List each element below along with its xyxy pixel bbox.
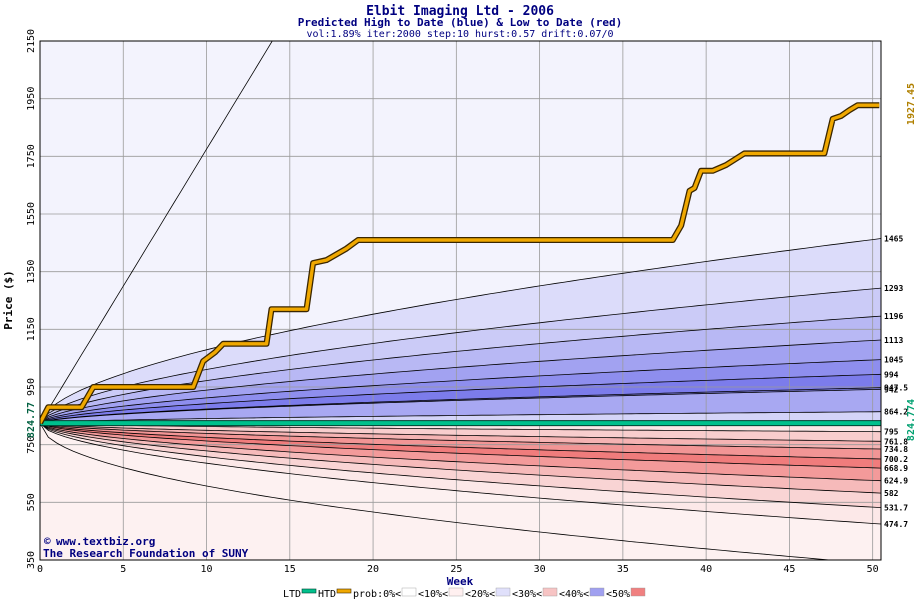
upper-end-label-7: 942 xyxy=(884,385,899,394)
legend-ltd-swatch xyxy=(301,588,317,594)
lower-end-label-8: 474.7 xyxy=(884,520,908,529)
band-boundary-lines xyxy=(40,41,881,560)
x-tick-label-2: 10 xyxy=(201,564,213,575)
lower-curve-6 xyxy=(40,422,881,494)
legend-htd-swatch xyxy=(336,588,352,594)
probability-bands xyxy=(40,41,881,560)
lower-curve-8 xyxy=(40,422,881,525)
x-tick-label-1: 5 xyxy=(120,564,126,575)
upper-curve-0 xyxy=(40,238,881,424)
lower-curve-7 xyxy=(40,422,881,508)
lower-curve-1 xyxy=(40,422,881,442)
upper-end-label-5: 994 xyxy=(884,370,899,379)
upper-curve-7 xyxy=(40,388,881,424)
upper-end-label-1: 1293 xyxy=(884,284,903,293)
lower-end-label-0: 795 xyxy=(884,428,899,437)
legend-item-swatch-4 xyxy=(589,587,605,597)
envelope-upper-line xyxy=(40,41,273,424)
lower-end-label-1: 761.8 xyxy=(884,437,908,446)
legend-item-swatch-0 xyxy=(401,587,417,597)
upper-end-label-8: 864.2 xyxy=(884,408,908,417)
lower-curve-2 xyxy=(40,422,881,450)
watermark-url: www.textbiz.org xyxy=(56,535,155,548)
y-tick-label-0: 350 xyxy=(26,551,37,569)
legend-item-label-0: prob:0%< xyxy=(353,589,401,600)
upper-end-label-2: 1196 xyxy=(884,312,903,321)
upper-curve-8 xyxy=(40,411,881,424)
y-tick-label-3: 950 xyxy=(26,378,37,396)
htd-line xyxy=(40,103,880,424)
lower-end-label-4: 668.9 xyxy=(884,464,908,473)
upper-end-label-3: 1113 xyxy=(884,336,903,345)
start-price-label: 824.77 xyxy=(26,402,37,438)
lower-curve-3 xyxy=(40,422,881,460)
x-tick-label-0: 0 xyxy=(37,564,43,575)
axes: 0 5 10 15 20 25 30 35 40 45 50 350 550 750 950 1150 1350… xyxy=(26,29,879,575)
y-tick-label-8: 1950 xyxy=(26,87,37,111)
lower-end-label-3: 700.2 xyxy=(884,455,908,464)
y-tick-label-7: 1750 xyxy=(26,144,37,168)
upper-curve-3 xyxy=(40,339,881,424)
y-tick-label-2: 750 xyxy=(26,436,37,454)
watermark: © www.textbiz.org The Research Foundatio… xyxy=(43,535,249,560)
x-tick-label-6: 30 xyxy=(534,564,546,575)
y-tick-label-6: 1550 xyxy=(26,202,37,226)
y-tick-label-9: 2150 xyxy=(26,29,37,53)
upper-curve-6 xyxy=(40,387,881,424)
legend-htd-label: HTD xyxy=(318,589,336,600)
envelope-lower-line xyxy=(40,422,835,560)
x-tick-label-4: 20 xyxy=(367,564,379,575)
lower-curve-5 xyxy=(40,422,881,482)
lower-curve-4 xyxy=(40,422,881,469)
lower-curve-0 xyxy=(40,422,881,433)
plot-frame xyxy=(39,40,882,561)
y-tick-label-4: 1150 xyxy=(26,317,37,341)
series xyxy=(40,102,881,427)
lower-end-label-5: 624.9 xyxy=(884,477,908,486)
lower-end-label-2: 734.8 xyxy=(884,445,908,454)
upper-curve-5 xyxy=(40,373,881,424)
lower-end-label-7: 531.7 xyxy=(884,504,908,513)
legend-item-swatch-3 xyxy=(542,587,558,597)
lower-end-label-6: 582 xyxy=(884,489,899,498)
band-end-labels: 14651293119611131045994947.5942864.27957… xyxy=(884,235,908,530)
legend-ltd-label: LTD xyxy=(283,589,301,600)
x-axis-label: Week xyxy=(447,575,474,588)
y-tick-label-1: 550 xyxy=(26,493,37,511)
chart-params: vol:1.89% iter:2000 step:10 hurst:0.57 d… xyxy=(306,29,613,40)
upper-end-label-4: 1045 xyxy=(884,356,903,365)
legend-item-label-3: <30%< xyxy=(512,589,542,600)
copyright-icon: © xyxy=(44,535,51,548)
legend-item-label-4: <40%< xyxy=(559,589,589,600)
legend-item-swatch-5 xyxy=(630,587,646,597)
watermark-org: The Research Foundation of SUNY xyxy=(43,547,249,560)
chart-subtitle: Predicted High to Date (blue) & Low to D… xyxy=(298,16,623,29)
legend-item-label-5: <50% xyxy=(606,589,630,600)
x-tick-label-9: 45 xyxy=(783,564,795,575)
upper-curve-1 xyxy=(40,287,881,424)
legend-item-label-1: <10%< xyxy=(418,589,448,600)
legend: LTD HTD prob:0%< <10%< <20%< <30%< <40%< <50% xyxy=(283,587,646,600)
htd-value-label: 1927.45 xyxy=(906,83,917,125)
legend-item-swatch-2 xyxy=(495,587,511,597)
x-tick-label-7: 35 xyxy=(617,564,629,575)
x-tick-label-5: 25 xyxy=(450,564,462,575)
y-tick-label-5: 1350 xyxy=(26,260,37,284)
upper-end-label-0: 1465 xyxy=(884,235,903,244)
x-tick-label-10: 50 xyxy=(867,564,879,575)
legend-item-label-2: <20%< xyxy=(465,589,495,600)
legend-item-swatch-1 xyxy=(448,587,464,597)
upper-end-label-6: 947.5 xyxy=(884,384,908,393)
ltd-value-label: 824.774 xyxy=(906,399,917,441)
y-axis-label: Price ($) xyxy=(2,270,15,330)
upper-curve-4 xyxy=(40,359,881,424)
x-tick-label-3: 15 xyxy=(284,564,296,575)
chart-title: Elbit Imaging Ltd - 2006 xyxy=(366,4,554,19)
x-tick-label-8: 40 xyxy=(700,564,712,575)
